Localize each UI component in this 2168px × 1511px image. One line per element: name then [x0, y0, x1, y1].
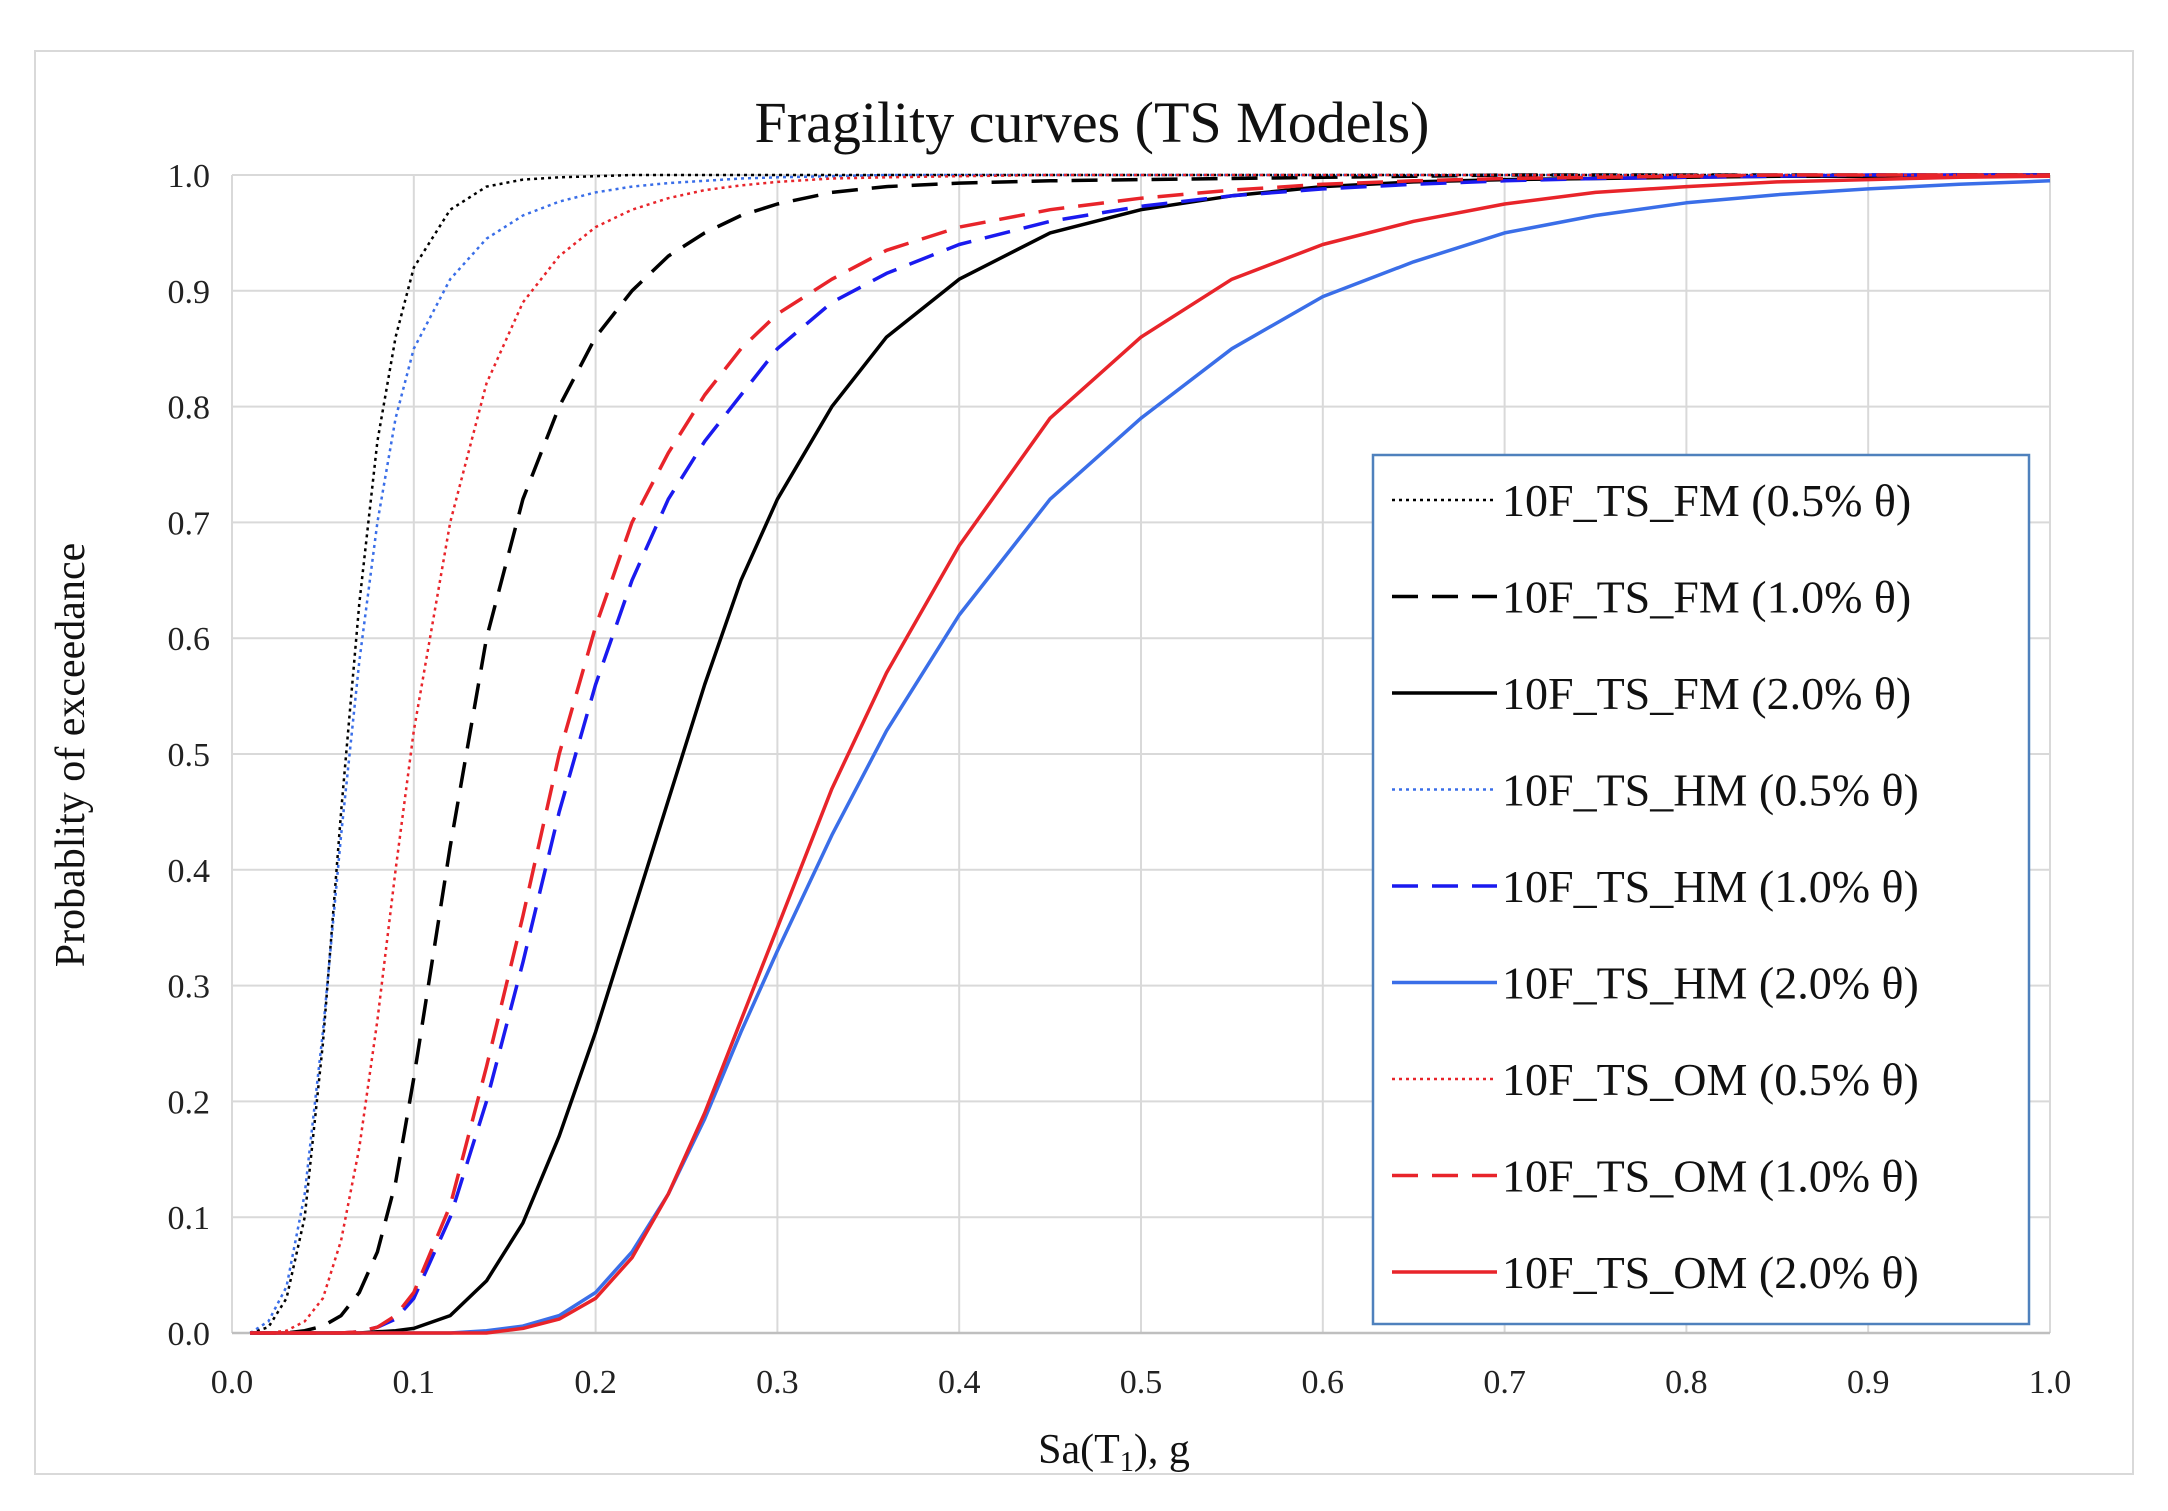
y-tick-label: 0.1 [168, 1200, 211, 1237]
legend-label-8: 10F_TS_OM (1.0% θ) [1502, 1151, 1919, 1202]
legend-label-1: 10F_TS_FM (0.5% θ) [1502, 475, 1911, 526]
legend-label-9: 10F_TS_OM (2.0% θ) [1502, 1247, 1919, 1298]
series-line-7 [250, 173, 2050, 1335]
x-tick-label: 0.5 [1120, 1364, 1163, 1401]
chart-frame [34, 50, 2134, 1475]
x-axis-title-subscript: 1 [1120, 1447, 1134, 1478]
x-tick-label: 0.9 [1847, 1364, 1890, 1401]
y-tick-label: 0.5 [168, 737, 211, 774]
x-axis-title-tail: ), g [1134, 1427, 1190, 1473]
x-tick-label: 0.2 [574, 1364, 617, 1401]
x-tick-label: 0.1 [393, 1364, 436, 1401]
legend-label-5: 10F_TS_HM (1.0% θ) [1502, 861, 1919, 912]
chart-title: Fragility curves (TS Models) [755, 90, 1430, 155]
legend-label-6: 10F_TS_HM (2.0% θ) [1502, 958, 1919, 1009]
legend-entries: 10F_TS_FM (0.5% θ) 10F_TS_FM (1.0% θ) 10F_… [1392, 475, 1919, 1298]
y-tick-label: 0.8 [168, 390, 211, 427]
y-tick-label: 0.2 [168, 1084, 211, 1121]
x-axis-title: Sa(T1), g [1038, 1427, 1190, 1478]
y-tick-label: 0.3 [168, 969, 211, 1006]
y-tick-label: 0.0 [168, 1316, 211, 1353]
y-axis-title: Probablity of exceedance [48, 543, 94, 967]
legend: 10F_TS_FM (0.5% θ) 10F_TS_FM (1.0% θ) 10F_… [1371, 453, 2031, 1326]
y-tick-label: 0.9 [168, 274, 211, 311]
legend-label-2: 10F_TS_FM (1.0% θ) [1502, 572, 1911, 623]
series-layer [249, 173, 2051, 1335]
x-tick-label: 0.4 [938, 1364, 981, 1401]
axis-layer: 0.0 0.1 0.2 0.3 0.4 0.5 0.6 0.7 0.8 0.9 1.0 0.0 0.1 0… [168, 158, 2072, 1401]
y-tick-label: 0.4 [168, 853, 211, 890]
x-tick-label: 0.6 [1302, 1364, 1345, 1401]
y-tick-label: 0.6 [168, 621, 211, 658]
x-tick-label: 0.0 [211, 1364, 254, 1401]
x-tick-label: 0.8 [1665, 1364, 1708, 1401]
x-tick-label: 0.7 [1483, 1364, 1526, 1401]
legend-label-4: 10F_TS_HM (0.5% θ) [1502, 765, 1919, 816]
legend-label-7: 10F_TS_OM (0.5% θ) [1502, 1054, 1919, 1105]
x-axis-title-main: Sa(T [1038, 1427, 1120, 1473]
series-line-1 [249, 173, 2050, 1335]
legend-box [1371, 453, 2031, 1326]
y-tick-label: 1.0 [168, 158, 211, 195]
legend-label-3: 10F_TS_FM (2.0% θ) [1502, 668, 1911, 719]
x-tick-label: 1.0 [2029, 1364, 2072, 1401]
x-tick-label: 0.3 [756, 1364, 799, 1401]
series-line-9 [250, 174, 2051, 1335]
y-tick-label: 0.7 [168, 505, 211, 542]
